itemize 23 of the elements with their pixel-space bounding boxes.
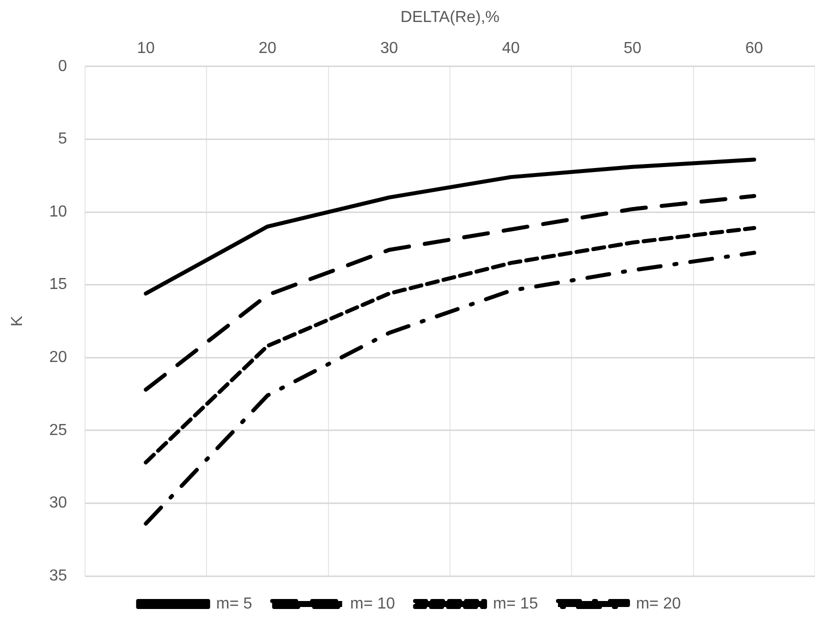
x-axis-title: DELTA(Re),%: [400, 9, 500, 26]
line-series: [144, 194, 756, 392]
y-tick-label: 20: [49, 349, 68, 366]
legend-label: m= 10: [350, 595, 396, 612]
y-tick-label: 35: [49, 567, 68, 584]
y-tick-label: 0: [58, 58, 68, 75]
x-tick-label: 60: [745, 40, 764, 58]
y-tick-label: 30: [49, 494, 68, 512]
x-tick-label: 50: [624, 40, 642, 58]
y-tick-label: 10: [49, 203, 68, 220]
line-series: [144, 226, 756, 464]
legend-label: m= 5: [216, 595, 252, 612]
y-tick-label: 25: [49, 422, 68, 439]
x-tick-label: 10: [136, 40, 155, 58]
y-tick-label: 5: [58, 130, 68, 148]
y-axis-title: K: [9, 316, 26, 327]
legend-label: m= 20: [636, 595, 681, 612]
y-tick-label: 15: [49, 276, 68, 294]
line-series: [144, 250, 756, 526]
x-tick-label: 30: [380, 40, 398, 58]
x-tick-label: 40: [502, 40, 520, 58]
legend-label: m= 15: [493, 595, 538, 612]
x-tick-label: 20: [258, 40, 276, 58]
